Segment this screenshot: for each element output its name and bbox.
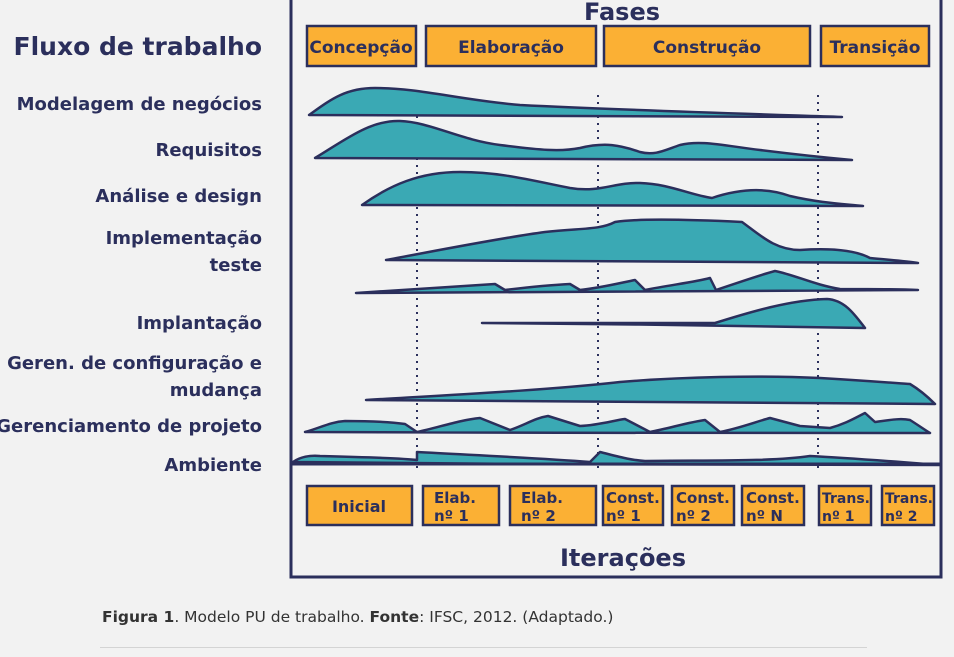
- hump-implementation: [384, 218, 920, 265]
- iteration-label: Trans.: [822, 491, 870, 507]
- iteration-const-2: Const. nº 2: [670, 484, 736, 527]
- phase-label: Elaboração: [458, 38, 564, 58]
- source-label: Fonte: [369, 608, 420, 626]
- iteration-label: nº 2: [521, 507, 556, 525]
- workflow-labels: Modelagem de negócios Requisitos Análise…: [0, 94, 262, 476]
- iteration-label: nº 2: [885, 509, 917, 525]
- iteration-elab-2: Elab. nº 2: [508, 484, 598, 527]
- hump-project-mgmt: [303, 411, 932, 435]
- iteration-label: Inicial: [332, 497, 386, 516]
- iteration-label: nº 2: [676, 507, 711, 525]
- workflow-label-implementation: Implementação: [106, 228, 262, 249]
- workflow-title: Fluxo de trabalho: [14, 32, 262, 61]
- phase-label: Concepção: [309, 38, 412, 58]
- iteration-label: nº 1: [822, 509, 854, 525]
- workflow-label-business-modeling: Modelagem de negócios: [17, 94, 262, 115]
- iteration-label: nº 1: [434, 507, 469, 525]
- workflow-label-environment: Ambiente: [164, 455, 262, 476]
- workflow-label-change: mudança: [170, 380, 262, 401]
- phase-construcao: Construção: [602, 24, 812, 68]
- iteration-const-1: Const. nº 1: [601, 484, 665, 527]
- iteration-label: Elab.: [521, 489, 563, 507]
- iteration-label: Const.: [676, 489, 730, 507]
- iteration-const-n: Const. nº N: [740, 484, 806, 527]
- workflow-label-deployment: Implantação: [137, 313, 262, 334]
- diagram-frame: [289, 0, 943, 579]
- hump-test: [354, 269, 920, 295]
- hump-config-change: [364, 375, 937, 406]
- workflow-label-requirements: Requisitos: [155, 140, 262, 161]
- phase-transicao: Transição: [819, 24, 931, 68]
- phase-elaboracao: Elaboração: [424, 24, 598, 68]
- figure-text: . Modelo PU de trabalho.: [174, 608, 370, 626]
- workflow-label-config-change: Geren. de configuração e: [7, 353, 262, 374]
- iteration-label: nº 1: [606, 507, 641, 525]
- workflow-humps: [291, 86, 942, 467]
- pu-workflow-diagram: Fases Fluxo de trabalho Iterações Concep…: [0, 0, 943, 579]
- iterations-title: Iterações: [560, 544, 686, 572]
- hump-requirements: [313, 119, 854, 162]
- iteration-trans-1: Trans. nº 1: [817, 484, 873, 527]
- workflow-label-test: teste: [210, 255, 262, 276]
- iteration-elab-1: Elab. nº 1: [421, 484, 501, 527]
- figure-caption: Figura 1. Modelo PU de trabalho. Fonte: …: [102, 608, 613, 626]
- iteration-inicial: Inicial: [305, 484, 414, 527]
- hump-deployment: [480, 297, 867, 330]
- hump-business-modeling: [307, 86, 844, 119]
- figure-label: Figura 1: [102, 608, 175, 626]
- phase-label: Construção: [653, 38, 761, 58]
- workflow-label-analysis-design: Análise e design: [95, 186, 262, 207]
- iteration-label: Const.: [606, 489, 660, 507]
- iteration-label: nº N: [746, 507, 783, 525]
- caption-divider: [100, 647, 867, 648]
- phases-title: Fases: [584, 0, 660, 26]
- iteration-label: Const.: [746, 489, 800, 507]
- iteration-trans-2: Trans. nº 2: [880, 484, 936, 527]
- workflow-label-project-mgmt: Gerenciamento de projeto: [0, 416, 262, 437]
- iteration-label: Elab.: [434, 489, 476, 507]
- iteration-label: Trans.: [885, 491, 933, 507]
- phase-concepcao: Concepção: [305, 24, 418, 68]
- iteration-row: Inicial Elab. nº 1 Elab. nº 2 Const. nº …: [305, 484, 936, 527]
- phase-label: Transição: [830, 38, 921, 58]
- source-text: : IFSC, 2012. (Adaptado.): [419, 608, 614, 626]
- phase-row: Concepção Elaboração Construção Transiçã…: [305, 24, 931, 68]
- hump-analysis-design: [360, 170, 865, 208]
